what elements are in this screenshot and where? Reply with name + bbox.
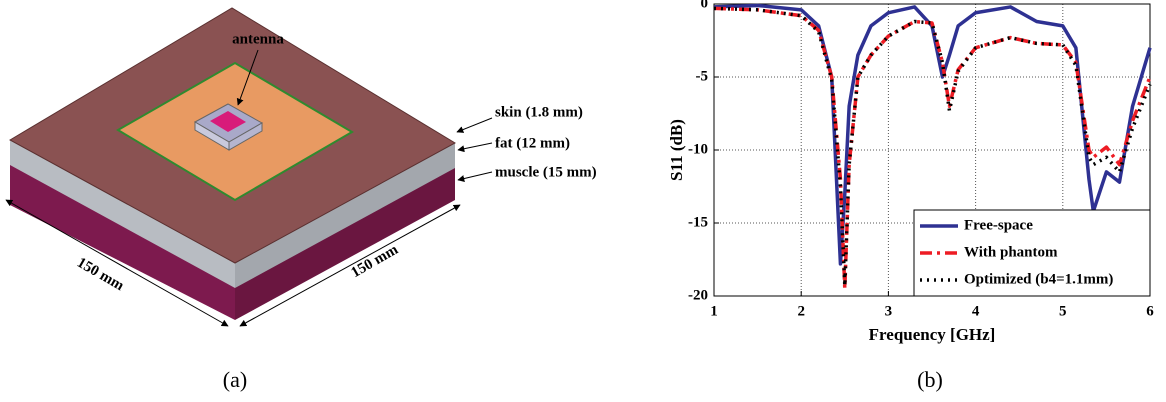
y-tick-label: -20 — [688, 287, 708, 303]
arrow — [458, 172, 492, 180]
legend-label: With phantom — [964, 244, 1058, 260]
y-axis-title: S11 (dB) — [667, 119, 686, 181]
label: fat (12 mm) — [495, 135, 570, 151]
legend-label: Free-space — [964, 217, 1033, 233]
legend-label: Optimized (b4=1.1mm) — [964, 271, 1113, 287]
chart: 1 2 3 4 5 6 -20 -15 -10 -5 0 Frequency [GHz] S11 (dB… — [667, 0, 1154, 344]
phantom-diagram: antenna skin (1.8 mm) fat (12 mm) muscle… — [6, 8, 597, 326]
label: muscle (15 mm) — [495, 164, 597, 180]
y-tick-label: -5 — [696, 68, 709, 84]
label: 150 mm — [74, 255, 127, 295]
x-tick-label: 6 — [1146, 303, 1154, 319]
x-tick-label: 1 — [710, 303, 718, 319]
x-tick-label: 4 — [972, 303, 980, 319]
y-tick-label: 0 — [701, 0, 709, 11]
arrow — [458, 143, 492, 150]
y-tick-label: -10 — [688, 141, 708, 157]
label: antenna — [232, 31, 284, 47]
label: skin (1.8 mm) — [495, 104, 583, 120]
y-tick-label: -15 — [688, 214, 708, 230]
arrow — [457, 118, 492, 132]
x-axis-title: Frequency [GHz] — [869, 325, 996, 344]
x-tick-label: 5 — [1059, 303, 1067, 319]
caption: (b) — [917, 367, 943, 392]
x-tick-label: 2 — [797, 303, 805, 319]
figure: antenna skin (1.8 mm) fat (12 mm) muscle… — [0, 0, 1166, 402]
caption: (a) — [223, 367, 247, 392]
x-tick-label: 3 — [885, 303, 893, 319]
